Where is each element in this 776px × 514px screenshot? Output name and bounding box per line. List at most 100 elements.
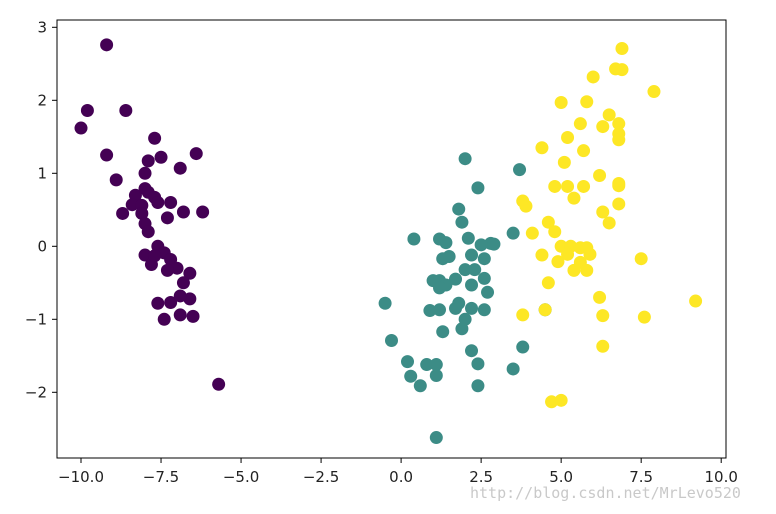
data-point-cluster-3-31 [525, 226, 539, 240]
data-point-cluster-3-8 [602, 108, 616, 122]
data-point-cluster-1-4 [119, 104, 133, 118]
data-point-cluster-1-9 [189, 147, 203, 161]
data-point-cluster-1-43 [157, 312, 171, 326]
y-tick-label: 1 [37, 164, 47, 182]
data-point-cluster-3-43 [567, 263, 581, 277]
data-point-cluster-2-5 [455, 215, 469, 229]
data-point-cluster-2-17 [477, 252, 491, 266]
data-point-cluster-1-44 [173, 308, 187, 322]
data-point-cluster-1-19 [151, 196, 165, 209]
data-point-cluster-2-34 [423, 304, 437, 318]
data-point-cluster-2-11 [474, 238, 488, 252]
data-point-cluster-2-13 [506, 226, 520, 240]
data-point-cluster-2-16 [436, 252, 450, 266]
data-point-cluster-2-14 [465, 248, 479, 262]
data-point-cluster-2-51 [429, 431, 443, 445]
data-point-cluster-3-29 [541, 215, 555, 229]
x-tick-label: −2.5 [303, 468, 339, 486]
data-point-cluster-2-31 [449, 301, 463, 315]
x-tick-label: 0.0 [389, 468, 413, 486]
data-point-cluster-3-20 [612, 179, 626, 193]
data-point-cluster-2-19 [468, 263, 482, 277]
data-point-cluster-3-14 [612, 133, 626, 147]
data-point-cluster-3-17 [557, 155, 571, 169]
y-tick-label: −1 [25, 310, 47, 328]
y-tick-label: 0 [37, 237, 47, 255]
data-point-cluster-2-41 [465, 344, 479, 358]
data-point-cluster-2-32 [465, 301, 479, 315]
data-point-cluster-3-24 [567, 191, 581, 205]
data-point-cluster-3-11 [596, 120, 610, 134]
data-point-cluster-1-42 [186, 309, 200, 323]
data-point-cluster-1-20 [164, 196, 178, 209]
data-point-cluster-2-9 [439, 236, 453, 250]
data-point-cluster-2-20 [449, 272, 463, 286]
data-point-cluster-3-6 [554, 95, 568, 109]
data-point-cluster-3-51 [637, 310, 651, 324]
data-point-cluster-3-21 [548, 179, 562, 193]
data-point-cluster-1-37 [176, 276, 190, 290]
axes-layer: −10.0 −7.5 −5.0 −2.5 0.0 2.5 5.0 7.5 10.0 −2 −1 0 1 2… [25, 18, 738, 486]
data-point-cluster-3-49 [516, 308, 530, 322]
x-tick-label: 5.0 [549, 468, 573, 486]
y-tick-label: −2 [25, 383, 47, 401]
data-point-cluster-2-25 [465, 278, 479, 292]
data-point-cluster-3-40 [551, 255, 565, 269]
data-point-cluster-3-54 [554, 393, 568, 407]
data-point-cluster-2-18 [458, 263, 472, 277]
data-point-cluster-2-6 [407, 232, 421, 246]
data-point-cluster-3-37 [535, 248, 549, 262]
data-point-cluster-1-21 [116, 206, 130, 220]
data-point-cluster-3-27 [612, 197, 626, 211]
x-tick-label: −10.0 [58, 468, 104, 486]
data-point-cluster-3-38 [561, 247, 575, 261]
data-point-cluster-2-28 [378, 296, 392, 310]
data-point-cluster-3-4 [586, 70, 600, 84]
data-point-cluster-3-53 [545, 395, 559, 409]
data-point-cluster-2-33 [477, 303, 491, 317]
data-point-cluster-3-9 [612, 117, 626, 131]
data-point-cluster-1-5 [100, 148, 114, 162]
data-point-cluster-3-23 [577, 179, 591, 193]
plot-area-frame [56, 19, 727, 459]
data-point-cluster-3-1 [615, 41, 629, 55]
points-layer [74, 38, 703, 445]
data-point-cluster-3-44 [580, 263, 594, 277]
data-point-cluster-3-47 [689, 294, 703, 308]
data-point-cluster-2-48 [429, 369, 443, 383]
data-point-cluster-2-40 [516, 340, 530, 354]
data-point-cluster-3-5 [647, 85, 661, 99]
data-point-cluster-1-25 [196, 205, 210, 219]
data-point-cluster-1-1 [100, 38, 114, 52]
data-point-cluster-2-50 [471, 379, 485, 393]
data-point-cluster-1-17 [125, 198, 139, 212]
x-tick-label: −7.5 [143, 468, 179, 486]
data-point-cluster-3-7 [580, 95, 594, 109]
data-point-cluster-1-36 [183, 266, 197, 280]
watermark-text: http://blog.csdn.net/MrLevo520 [470, 484, 741, 502]
data-point-cluster-2-8 [461, 231, 475, 245]
x-tick-label: −5.0 [223, 468, 259, 486]
data-point-cluster-2-26 [433, 281, 447, 295]
data-point-cluster-2-3 [471, 181, 485, 195]
x-tick-label: 2.5 [469, 468, 493, 486]
data-point-cluster-2-2 [513, 163, 527, 177]
y-tick-label: 2 [37, 91, 47, 109]
data-point-cluster-3-48 [538, 303, 552, 317]
data-point-cluster-2-37 [455, 322, 469, 336]
data-point-cluster-3-15 [535, 141, 549, 155]
data-point-cluster-2-24 [477, 271, 491, 285]
data-point-cluster-2-30 [433, 303, 447, 317]
data-point-cluster-3-30 [602, 216, 616, 230]
data-point-cluster-1-3 [74, 121, 88, 135]
data-point-cluster-2-4 [452, 202, 466, 216]
data-point-cluster-1-39 [151, 296, 165, 310]
data-point-cluster-1-45 [212, 377, 226, 391]
data-point-cluster-3-42 [634, 252, 648, 266]
data-point-cluster-3-32 [548, 225, 562, 239]
data-point-cluster-2-47 [404, 369, 418, 383]
data-point-cluster-3-22 [561, 179, 575, 193]
data-point-cluster-3-52 [596, 339, 610, 353]
data-point-cluster-1-7 [154, 150, 168, 164]
